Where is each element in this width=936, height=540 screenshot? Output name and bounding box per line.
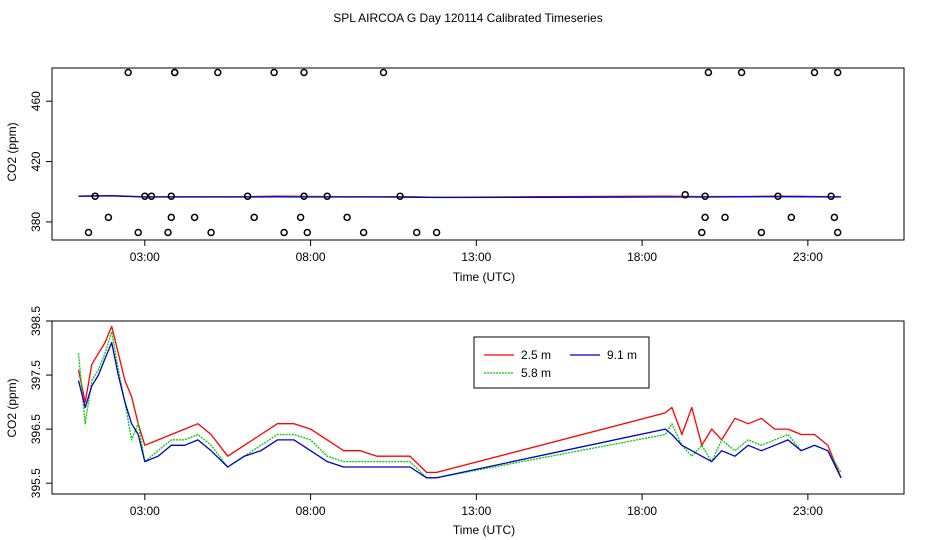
top-data-point [757, 228, 766, 237]
top-data-point [379, 68, 388, 77]
top-data-point [104, 213, 113, 222]
top-plot-box [51, 67, 905, 241]
top-data-point [323, 192, 331, 200]
bottom-plot-box [51, 320, 905, 495]
top-data-point [432, 228, 441, 237]
top-y-tick-label: 380 [29, 212, 43, 232]
top-data-point [91, 192, 99, 200]
top-data-point [134, 228, 142, 237]
top-data-point [396, 192, 404, 200]
top-data-point [737, 68, 746, 77]
top-data-point [270, 68, 278, 77]
top-y-axis-label: CO2 (ppm) [5, 122, 19, 181]
top-data-point [214, 68, 222, 77]
top-data-point [296, 213, 305, 222]
top-data-point [207, 228, 215, 237]
top-scatter-points [84, 68, 842, 237]
legend-box [473, 336, 650, 389]
bottom-y-axis-label: CO2 (ppm) [5, 378, 19, 437]
top-data-point [147, 192, 156, 200]
bottom-y-ticks: 395.5 396.5 397.5 398.5 [29, 306, 52, 498]
top-data-point [124, 68, 132, 77]
top-data-point [701, 192, 709, 200]
top-data-point [243, 192, 252, 200]
bottom-series-5-8m [77, 331, 842, 479]
top-x-tick-label: 23:00 [793, 250, 823, 264]
top-y-tick-label: 420 [29, 151, 43, 171]
bottom-x-tick-label: 03:00 [130, 504, 160, 518]
top-data-point [303, 228, 312, 237]
bottom-y-tick-label: 397.5 [29, 360, 43, 390]
legend: 2.5 m 9.1 m 5.8 m [473, 336, 650, 389]
figure-title: SPL AIRCOA G Day 120114 Calibrated Times… [333, 11, 602, 25]
legend-label-2-5m: 2.5 m [521, 348, 551, 362]
top-data-point [830, 213, 839, 222]
top-data-point [681, 190, 689, 199]
top-data-point [190, 213, 199, 222]
top-data-point [721, 213, 729, 222]
top-data-point [164, 228, 172, 237]
top-x-ticks: 03:00 08:00 13:00 18:00 23:00 [130, 240, 823, 264]
top-data-point [827, 192, 835, 200]
bottom-series-2-5m [77, 325, 842, 479]
bottom-y-tick-label: 396.5 [29, 414, 43, 444]
top-data-point [300, 192, 308, 200]
top-data-point [833, 228, 842, 237]
top-data-point [698, 228, 706, 237]
top-data-point [343, 213, 351, 222]
top-x-tick-label: 18:00 [627, 250, 657, 264]
top-data-point [787, 213, 796, 222]
top-data-point [167, 213, 176, 222]
top-data-point [167, 192, 176, 200]
bottom-y-tick-label: 395.5 [29, 468, 43, 498]
top-x-tick-label: 13:00 [461, 250, 491, 264]
top-data-point [704, 68, 713, 77]
top-data-point [359, 228, 368, 237]
top-x-tick-label: 08:00 [296, 250, 326, 264]
top-y-ticks: 380 420 460 [29, 91, 52, 232]
bottom-y-tick-label: 398.5 [29, 306, 43, 336]
top-data-point [810, 68, 819, 77]
bottom-x-tick-label: 08:00 [296, 504, 326, 518]
top-data-point [774, 192, 782, 200]
bottom-series-lines [77, 325, 842, 479]
bottom-x-tick-label: 13:00 [461, 504, 491, 518]
top-data-point [280, 228, 288, 237]
bottom-series-9-1m [77, 341, 842, 479]
top-data-point [412, 228, 421, 237]
top-data-point [170, 68, 179, 77]
top-x-axis-label: Time (UTC) [453, 270, 515, 284]
top-data-point [833, 68, 842, 77]
top-data-point [250, 213, 258, 222]
top-data-point [701, 213, 709, 222]
top-data-point [84, 228, 93, 237]
top-panel: 03:00 08:00 13:00 18:00 23:00 380 420 460 Time… [5, 67, 905, 284]
legend-label-5-8m: 5.8 m [521, 366, 551, 380]
top-series-lines [78, 194, 842, 199]
top-data-point [300, 68, 308, 77]
bottom-panel: 03:00 08:00 13:00 18:00 23:00 395.5 396.5 397.… [5, 306, 905, 537]
bottom-x-axis-label: Time (UTC) [453, 523, 515, 537]
top-x-tick-label: 03:00 [130, 250, 160, 264]
top-y-tick-label: 460 [29, 91, 43, 111]
bottom-x-ticks: 03:00 08:00 13:00 18:00 23:00 [130, 494, 823, 518]
top-series-9-1m [78, 195, 842, 199]
legend-label-9-1m: 9.1 m [607, 348, 637, 362]
bottom-x-tick-label: 23:00 [793, 504, 823, 518]
bottom-x-tick-label: 18:00 [627, 504, 657, 518]
